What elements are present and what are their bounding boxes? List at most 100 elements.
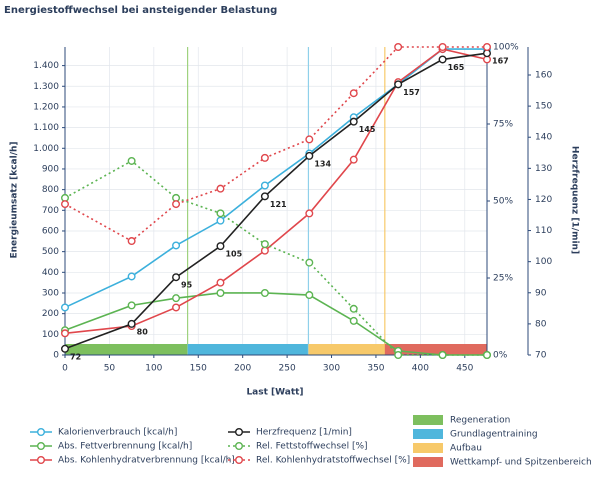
legend-label: Abs. Kohlenhydratverbrennung [kcal/h] (58, 456, 235, 466)
y2-tick-label: 100% (493, 43, 519, 53)
data-point (394, 351, 403, 360)
y3-tick-label: 140 (535, 133, 552, 143)
data-point (216, 209, 225, 218)
y3-tick-label: 80 (535, 319, 547, 329)
series-line (64, 292, 487, 356)
data-point (438, 351, 447, 360)
data-point (260, 192, 269, 201)
data-point (394, 43, 403, 52)
legend-label: Kalorienverbrauch [kcal/h] (58, 428, 177, 438)
data-point (172, 303, 181, 312)
y3-tick-label: 150 (535, 102, 552, 112)
data-point (61, 329, 70, 338)
data-point (483, 351, 492, 360)
x-tick-label: 250 (279, 364, 296, 374)
data-label: 95 (181, 281, 193, 290)
chart-title: Energiestoffwechsel bei ansteigender Bel… (4, 5, 277, 16)
data-point (438, 55, 447, 64)
y-tick-label: 300 (42, 288, 59, 298)
x-tick-label: 150 (190, 364, 207, 374)
data-label: 80 (137, 327, 149, 336)
data-point (216, 216, 225, 225)
data-point (127, 301, 136, 310)
data-point (216, 278, 225, 287)
x-tick-label: 200 (234, 364, 251, 374)
data-point (438, 43, 447, 52)
x-axis-label: Last [Watt] (246, 388, 303, 398)
data-point (216, 184, 225, 193)
y-tick-label: 800 (42, 185, 59, 195)
data-point (216, 288, 225, 297)
legend-marker (234, 456, 243, 465)
y2-tick-label: 75% (493, 120, 513, 130)
y-axis-label: Energieumsatz [kcal/h] (10, 141, 20, 258)
y3-tick-label: 130 (535, 164, 552, 174)
data-point (260, 240, 269, 249)
legend-marker (234, 442, 243, 451)
y3-tick-label: 100 (535, 257, 552, 267)
x-tick-label: 450 (456, 364, 473, 374)
data-point (349, 316, 358, 325)
data-label: 157 (403, 88, 420, 97)
data-point (127, 156, 136, 165)
data-point (172, 241, 181, 250)
x-tick-label: 350 (367, 364, 384, 374)
y2-tick-label: 50% (493, 197, 513, 207)
data-point (349, 89, 358, 98)
data-point (260, 246, 269, 255)
series-line (64, 48, 487, 309)
y-tick-label: 1.000 (33, 144, 59, 154)
data-point (127, 319, 136, 328)
y-tick-label: 1.300 (33, 82, 59, 92)
legend-label: Abs. Fettverbrennung [kcal/h] (58, 442, 192, 452)
y-tick-label: 400 (42, 268, 59, 278)
data-point (172, 273, 181, 282)
y3-axis-label: Herzfrequenz [1/min] (570, 146, 580, 254)
series-line (64, 159, 487, 356)
x-tick-label: 0 (62, 364, 68, 374)
y3-tick-label: 110 (535, 226, 552, 236)
legend-marker (37, 428, 46, 437)
y3-tick-label: 120 (535, 195, 552, 205)
zone-legend-label: Grundlagentraining (450, 430, 538, 440)
data-point (260, 153, 269, 162)
data-point (483, 43, 492, 52)
data-label: 165 (448, 63, 465, 72)
legend-marker (37, 456, 46, 465)
y-tick-label: 200 (42, 309, 59, 319)
data-point (305, 258, 314, 267)
zone-legend-label: Wettkampf- und Spitzenbereich (450, 458, 592, 468)
y2-tick-label: 0% (493, 351, 508, 361)
y-tick-label: 700 (42, 206, 59, 216)
y2-tick-label: 25% (493, 274, 513, 284)
data-label: 167 (492, 57, 509, 66)
x-tick-label: 50 (104, 364, 116, 374)
x-tick-label: 400 (412, 364, 429, 374)
zone-bar (65, 344, 188, 355)
zone-bar (308, 344, 385, 355)
x-tick-label: 100 (145, 364, 162, 374)
zone-legend-swatch (413, 415, 443, 425)
legend-marker (234, 428, 243, 437)
y-tick-label: 1.200 (33, 102, 59, 112)
y3-tick-label: 70 (535, 351, 547, 361)
data-point (216, 242, 225, 251)
data-point (127, 272, 136, 281)
data-label: 134 (314, 159, 331, 168)
data-label: 72 (70, 352, 81, 361)
legend-label: Rel. Fettstoffwechsel [%] (256, 442, 368, 452)
data-point (172, 200, 181, 209)
y3-tick-label: 90 (535, 288, 547, 298)
zone-bar (187, 344, 309, 355)
x-tick-label: 300 (323, 364, 340, 374)
zone-legend-swatch (413, 443, 443, 453)
data-point (61, 344, 70, 353)
y-tick-label: 0 (53, 351, 59, 361)
data-point (305, 151, 314, 160)
data-point (305, 209, 314, 218)
zone-bar (384, 344, 487, 355)
series-line (64, 48, 488, 335)
y-tick-label: 1.400 (33, 61, 59, 71)
y-tick-label: 100 (42, 330, 59, 340)
